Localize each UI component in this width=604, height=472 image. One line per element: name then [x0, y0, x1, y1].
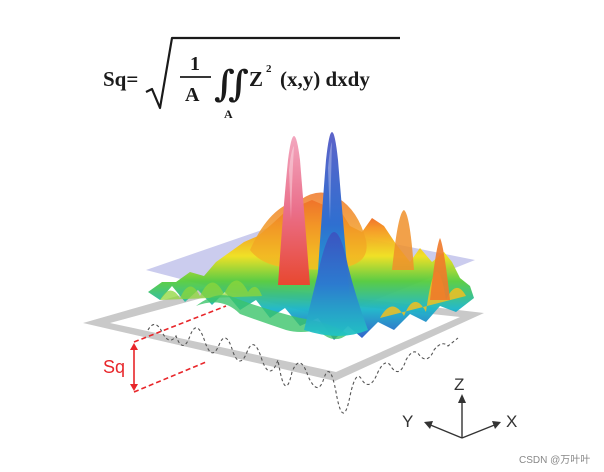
- surface-highlight: [289, 146, 294, 220]
- sq-formula: Sq= 1 A ∬ A Z 2 (x,y) dxdy: [103, 36, 400, 121]
- axis-gizmo: Z Y X: [402, 375, 517, 439]
- surface-blue-peak-front: [304, 232, 368, 336]
- y-axis-arrow: [424, 421, 433, 429]
- surface-right-spike: [430, 238, 450, 300]
- double-integral: ∬: [214, 64, 250, 104]
- sq-dim-line-bottom: [133, 361, 207, 393]
- radical-sign: [145, 36, 400, 110]
- y-axis-label: Y: [402, 412, 413, 431]
- sq-dim-line-top: [133, 305, 227, 343]
- x-axis-line: [461, 423, 498, 439]
- watermark: CSDN @万叶叶: [519, 454, 590, 466]
- sq-label: Sq: [103, 357, 125, 377]
- integral-subscript: A: [224, 107, 233, 121]
- surface-orange-hump: [250, 192, 367, 270]
- rough-surface: [148, 132, 474, 340]
- formula-numerator: 1: [190, 53, 200, 75]
- sq-arrow-head-up: [130, 343, 138, 350]
- sq-dimension: Sq: [103, 305, 227, 393]
- formula-denominator: A: [185, 84, 200, 106]
- x-axis-label: X: [506, 412, 517, 431]
- z-axis-label: Z: [454, 375, 464, 394]
- surface-base: [148, 200, 474, 340]
- surface-mid-spike: [392, 210, 414, 270]
- formula-lhs: Sq=: [103, 67, 138, 91]
- surface-pink-peak: [278, 136, 310, 285]
- x-axis-arrow: [492, 421, 501, 429]
- surface-highlight-blue: [328, 142, 332, 220]
- sq-arrow-head-down: [130, 384, 138, 391]
- integrand-exponent: 2: [266, 63, 272, 75]
- integrand-args: (x,y) dxdy: [280, 67, 370, 91]
- y-axis-line: [427, 423, 463, 439]
- surface-ripple-left: [160, 280, 262, 300]
- integrand-base: Z: [249, 67, 263, 91]
- z-axis-arrow: [458, 394, 466, 403]
